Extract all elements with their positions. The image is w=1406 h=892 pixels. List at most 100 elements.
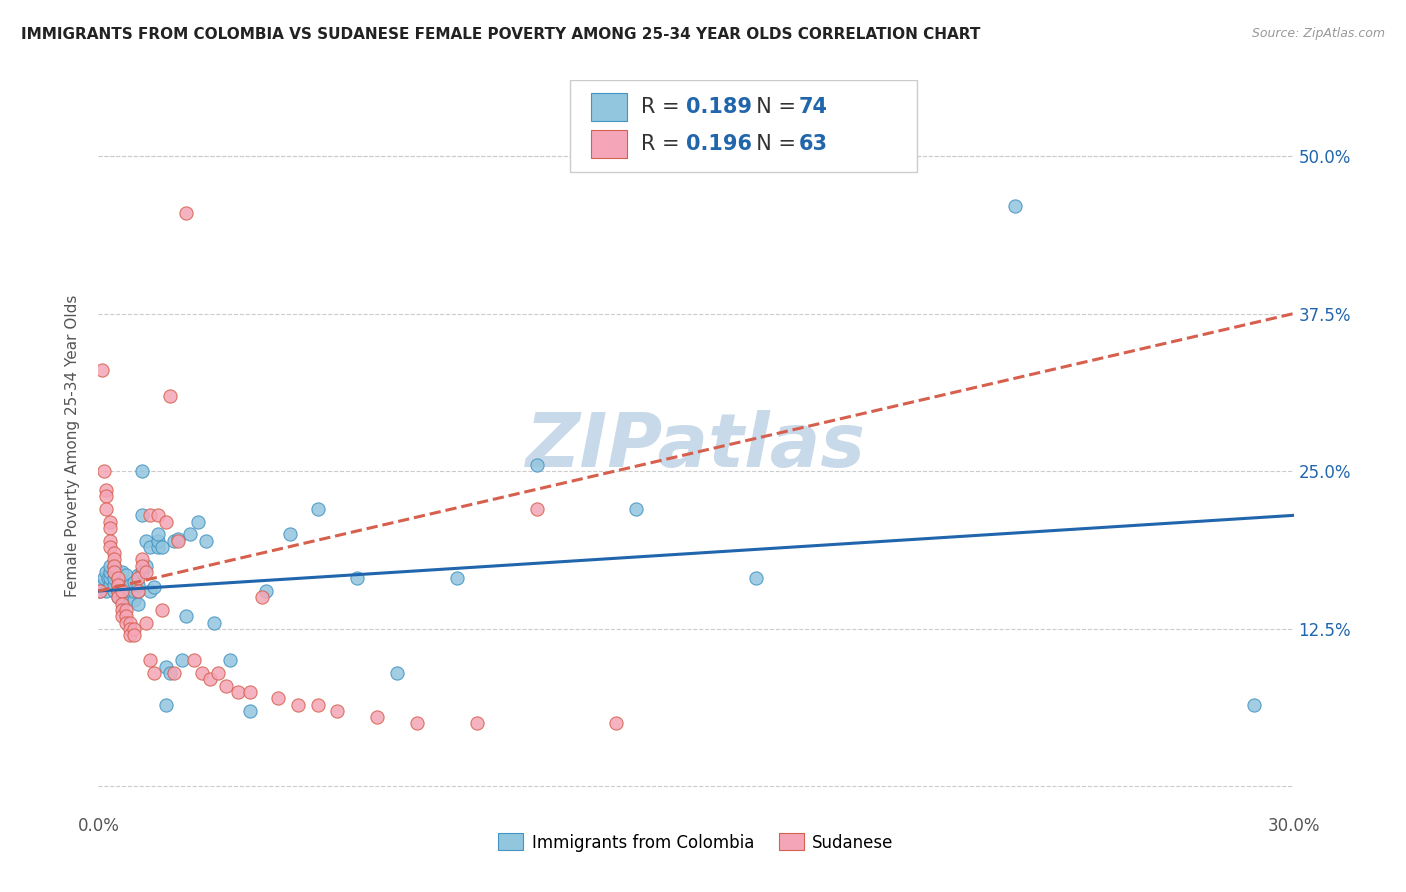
Point [107,591,129,605]
Point [239,704,262,718]
Point [124,592,146,607]
Point [111,578,134,592]
Point [103,565,125,579]
Point [120,591,142,605]
Point [155,698,177,712]
Point [226,685,249,699]
Point [159,388,181,402]
Point [98,521,122,535]
Point [111,597,134,611]
Point [107,565,129,579]
Point [267,691,290,706]
Point [148,540,170,554]
Text: R =: R = [641,134,686,154]
Point [198,673,221,687]
Point [103,565,125,579]
Point [215,679,238,693]
Point [127,571,149,585]
Point [98,540,122,554]
Point [103,578,125,592]
Point [150,603,173,617]
Point [115,567,138,582]
Point [187,515,209,529]
Point [167,533,190,548]
Point [131,565,153,579]
FancyBboxPatch shape [591,94,627,121]
Text: N =: N = [742,97,803,118]
Point [96,502,118,516]
Point [148,508,170,523]
Point [605,716,627,731]
Point [120,628,142,642]
Point [103,558,125,573]
Point [103,558,125,573]
Point [115,584,138,599]
Point [131,552,153,566]
Legend: Immigrants from Colombia, Sudanese: Immigrants from Colombia, Sudanese [492,827,900,858]
Point [465,716,488,731]
FancyBboxPatch shape [571,80,917,171]
Text: IMMIGRANTS FROM COLOMBIA VS SUDANESE FEMALE POVERTY AMONG 25-34 YEAR OLDS CORREL: IMMIGRANTS FROM COLOMBIA VS SUDANESE FEM… [21,27,980,42]
Point [135,558,157,573]
Point [111,591,134,605]
Point [93,571,115,585]
Point [115,603,138,617]
Point [179,527,201,541]
Text: ZIPatlas: ZIPatlas [526,409,866,483]
Point [155,659,177,673]
Point [135,533,157,548]
Point [96,490,118,504]
Point [172,653,194,667]
Point [150,540,173,554]
Point [120,615,142,630]
Point [91,578,114,592]
Point [1004,199,1026,213]
Point [96,483,118,497]
Point [143,665,166,680]
Text: 0.196: 0.196 [686,134,752,154]
Point [202,615,225,630]
Point [139,584,162,599]
Point [307,698,329,712]
Point [103,571,125,585]
Point [124,622,146,636]
Point [98,558,122,573]
Point [115,609,138,624]
Point [183,653,205,667]
Point [127,584,149,599]
Text: 0.189: 0.189 [686,97,752,118]
Point [526,458,548,472]
Point [98,578,122,592]
Point [131,464,153,478]
Point [98,515,122,529]
Point [98,571,122,585]
Point [127,597,149,611]
Point [111,584,134,599]
Text: R =: R = [641,97,686,118]
Point [366,710,388,724]
Point [97,571,120,585]
Point [163,665,186,680]
Y-axis label: Female Poverty Among 25-34 Year Olds: Female Poverty Among 25-34 Year Olds [65,295,80,597]
Point [346,571,368,585]
Point [107,571,129,585]
Text: N =: N = [742,134,803,154]
Point [207,665,229,680]
Point [89,584,111,599]
Point [1243,698,1265,712]
Point [278,527,301,541]
Point [446,571,468,585]
Point [91,363,114,377]
Point [107,578,129,592]
Point [287,698,309,712]
Point [111,603,134,617]
Point [195,533,218,548]
Point [191,665,214,680]
Point [124,584,146,599]
Point [143,580,166,594]
Point [127,567,149,582]
Point [219,653,242,667]
Point [526,502,548,516]
Point [250,591,273,605]
Point [103,584,125,599]
